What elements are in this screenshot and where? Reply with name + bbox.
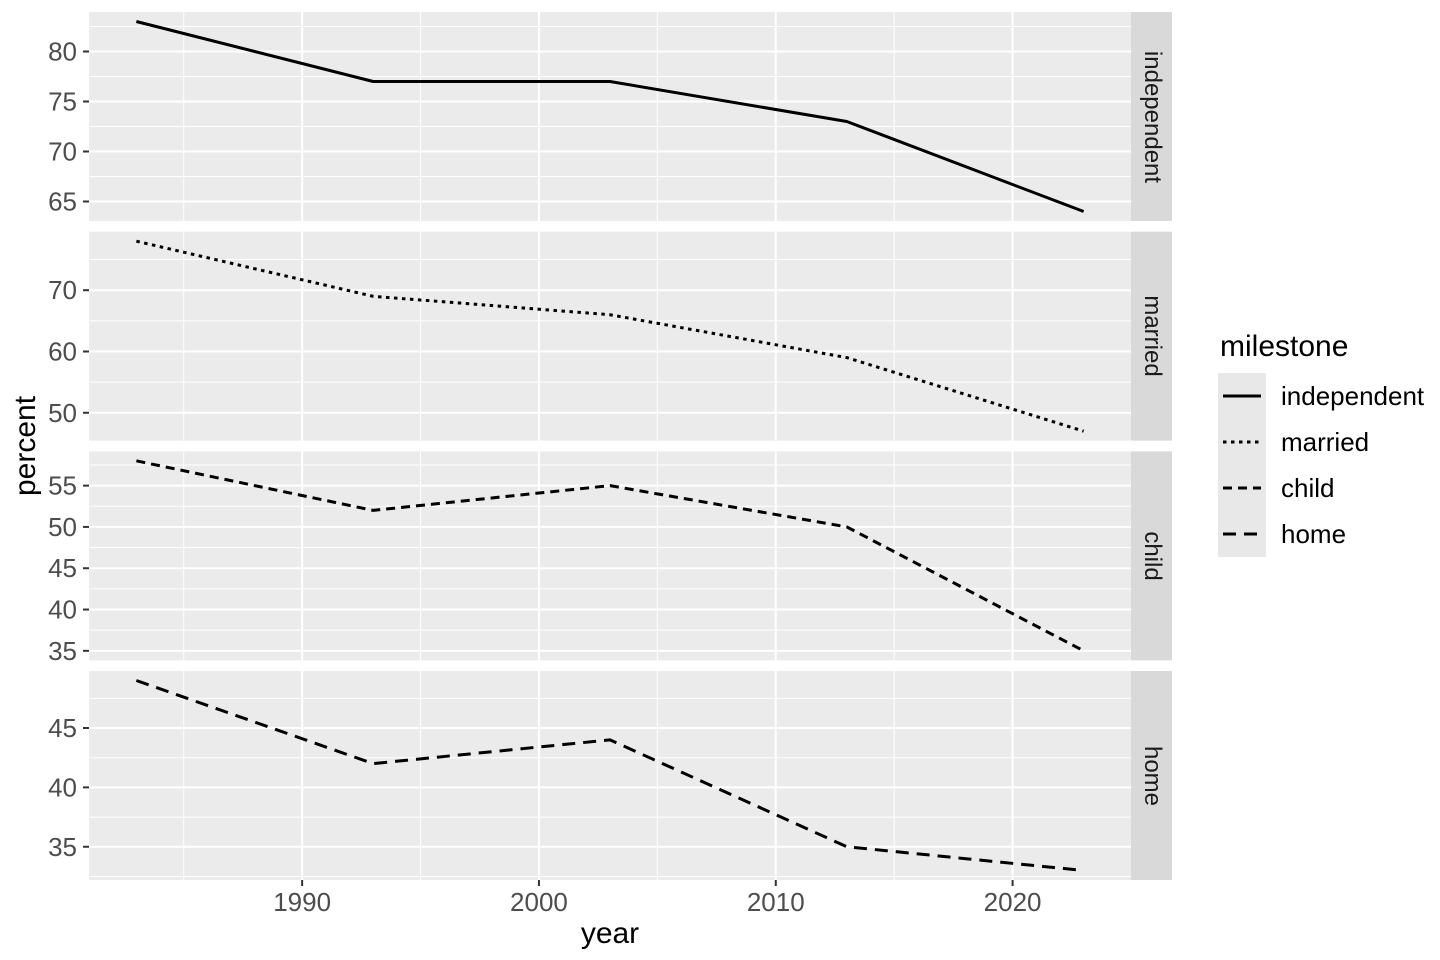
x-axis-title: year	[580, 917, 640, 950]
y-tick-label: 55	[48, 471, 77, 501]
x-tick-label: 2000	[510, 887, 568, 917]
facet-strip-label-married: married	[1138, 295, 1166, 377]
x-tick-label: 2020	[984, 887, 1042, 917]
facet-panel-married	[89, 231, 1131, 441]
legend-title: milestone	[1220, 330, 1349, 363]
facet-strip-married	[1131, 231, 1172, 441]
legend-key-longdash-line	[1218, 511, 1266, 557]
legend-item-label: married	[1281, 426, 1370, 457]
legend-item-label: child	[1281, 472, 1335, 503]
facet-strip-home	[1131, 671, 1172, 880]
facet-strip-label-child: child	[1138, 531, 1166, 581]
y-tick-label: 45	[48, 713, 77, 743]
legend-key-solid-line	[1218, 373, 1266, 419]
y-tick-label: 70	[48, 137, 77, 167]
legend-item-label: home	[1281, 518, 1347, 549]
y-tick-label: 35	[48, 636, 77, 666]
legend-key-dotted-line	[1218, 419, 1266, 465]
legend-item-home: home	[1218, 511, 1424, 557]
facet-strip-independent	[1131, 12, 1172, 221]
y-tick-label: 35	[48, 832, 77, 862]
facet-strip-child	[1131, 451, 1172, 661]
legend-item-child: child	[1218, 465, 1424, 511]
y-tick-label: 45	[48, 553, 77, 583]
legend-item-label: independent	[1281, 380, 1425, 411]
facet-panel-independent	[89, 12, 1131, 221]
y-tick-label: 50	[48, 398, 77, 428]
facet-panel-home	[89, 671, 1131, 880]
y-tick-label: 70	[48, 275, 77, 305]
y-tick-label: 60	[48, 336, 77, 366]
legend-key-dashed-line	[1218, 465, 1266, 511]
legend-item-married: married	[1218, 419, 1424, 465]
y-tick-label: 40	[48, 595, 77, 625]
y-tick-label: 75	[48, 87, 77, 117]
facet-strip-label-independent: independent	[1138, 50, 1166, 183]
legend: milestone independent married child home	[1218, 330, 1424, 557]
series-line-home	[135, 679, 1084, 872]
y-tick-label: 80	[48, 37, 77, 67]
series-line-independent	[135, 20, 1085, 213]
y-axis-title: percent	[9, 395, 42, 497]
y-tick-label: 40	[48, 772, 77, 802]
x-tick-label: 2010	[747, 887, 805, 917]
y-tick-label: 50	[48, 512, 77, 542]
legend-item-independent: independent	[1218, 373, 1424, 419]
series-line-child	[136, 459, 1085, 653]
series-line-married	[136, 239, 1085, 433]
facet-strip-label-home: home	[1138, 745, 1166, 806]
y-tick-label: 65	[48, 187, 77, 217]
x-tick-label: 1990	[273, 887, 331, 917]
